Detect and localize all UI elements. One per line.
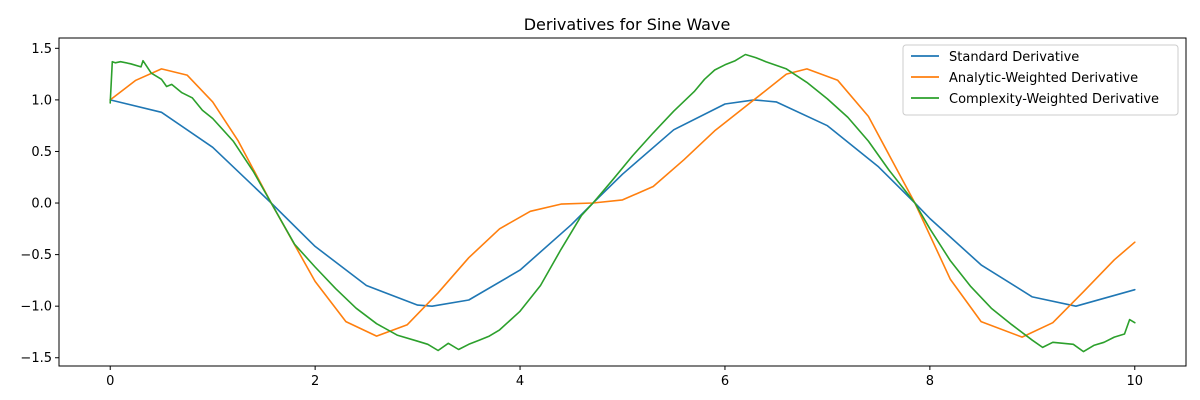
legend: Standard Derivative Analytic-Weighted Der…	[902, 44, 1179, 116]
chart-title: Derivatives for Sine Wave	[524, 15, 731, 34]
x-tick-label: 10	[1126, 374, 1143, 389]
y-tick-label: −1.0	[20, 300, 52, 315]
series-line-1	[109, 99, 1136, 307]
legend-items: Standard Derivative Analytic-Weighted Der…	[911, 50, 1159, 107]
x-tick-label: 4	[516, 374, 524, 389]
y-tick-label: −1.5	[20, 351, 52, 366]
legend-label: Analytic-Weighted Derivative	[949, 71, 1138, 86]
legend-label: Standard Derivative	[949, 50, 1079, 65]
y-tick-label: −0.5	[20, 248, 52, 263]
legend-label: Complexity-Weighted Derivative	[949, 92, 1159, 107]
x-tick-label: 8	[926, 374, 934, 389]
x-tick-label: 6	[721, 374, 729, 389]
series-layer	[109, 53, 1136, 353]
y-tick-label: 1.0	[31, 93, 52, 108]
legend-box	[902, 44, 1179, 116]
axes-layer: 0 2 4 6 8 10 −1.5 −1.0 −0.5 0.0 0.5 1.0 1.5	[20, 42, 1143, 389]
series-line-3	[109, 53, 1136, 353]
y-tick-label: 1.5	[31, 42, 52, 57]
series-line-2	[109, 68, 1136, 338]
x-tick-label: 2	[311, 374, 319, 389]
y-tick-label: 0.0	[31, 197, 52, 212]
y-tick-label: 0.5	[31, 145, 52, 160]
plot-frame	[58, 37, 1187, 367]
x-tick-label: 0	[106, 374, 114, 389]
